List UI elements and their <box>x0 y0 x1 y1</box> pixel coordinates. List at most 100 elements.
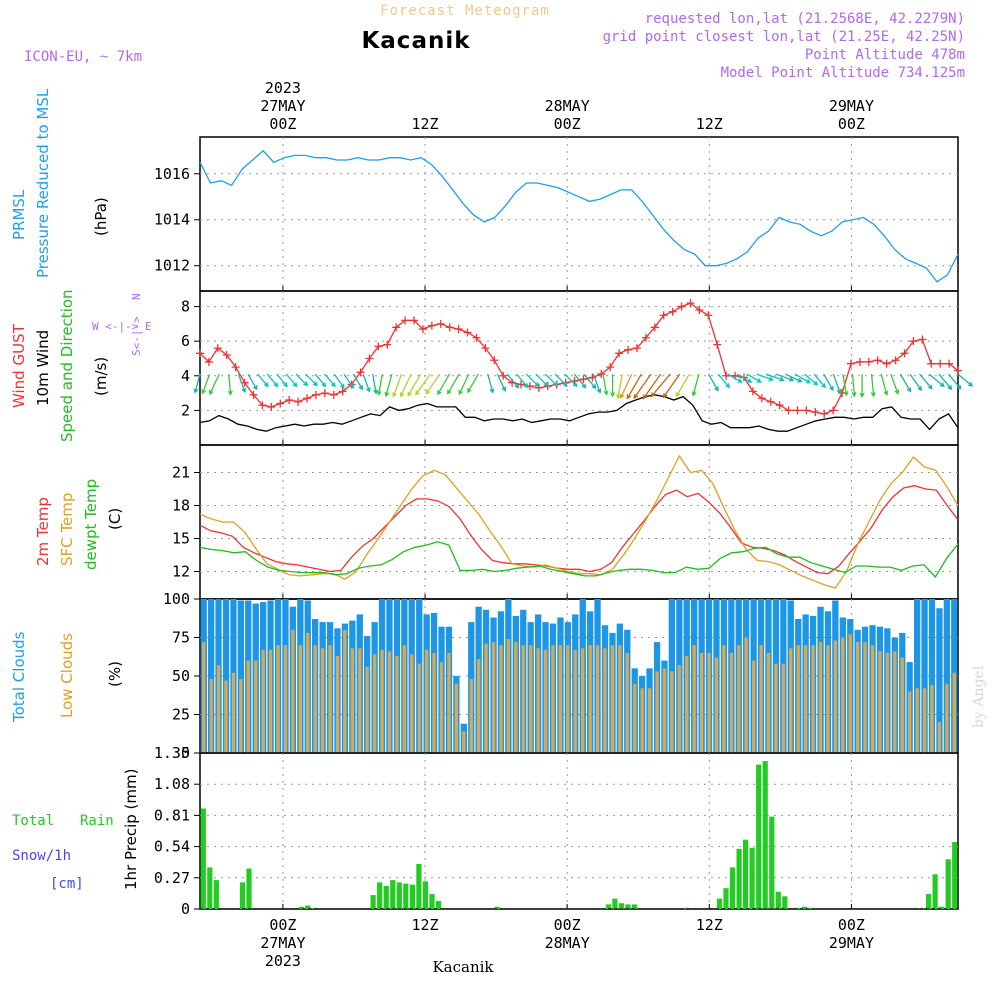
bar-total-rain <box>422 881 428 909</box>
wind-arrow <box>362 373 371 393</box>
bar-total-rain <box>769 816 775 909</box>
wind-arrow <box>447 373 460 395</box>
bar-low-clouds <box>818 642 823 753</box>
bar-low-clouds <box>291 629 295 753</box>
bar-low-clouds <box>633 683 637 753</box>
bar-low-clouds <box>588 645 592 753</box>
top-tick-time: 12Z <box>411 115 438 133</box>
bar-total-rain <box>945 859 951 909</box>
wind-arrow <box>425 373 441 395</box>
wind-arrow <box>619 373 633 400</box>
bar-low-clouds <box>410 654 414 753</box>
bar-low-clouds <box>202 642 206 753</box>
bar-low-clouds <box>298 645 302 753</box>
gust-marker <box>766 397 775 406</box>
prmsl-label: PRMSL <box>10 189 28 240</box>
gust-marker <box>900 349 909 358</box>
gust-marker <box>365 354 374 363</box>
bar-low-clouds <box>692 645 696 753</box>
top-tick-date: 27MAY <box>260 97 305 115</box>
wind-arrow <box>880 373 889 397</box>
bar-low-clouds <box>922 688 927 753</box>
gust-marker <box>811 408 820 417</box>
gust-label: Wind GUST <box>10 323 28 408</box>
bar-total-rain <box>435 900 442 909</box>
total-rain-total: Total <box>12 813 54 829</box>
gust-marker <box>641 333 650 342</box>
wind-arrow <box>616 373 623 400</box>
bar-low-clouds <box>863 642 867 753</box>
pressure-unit: (hPa) <box>92 197 110 236</box>
wind-arrow <box>333 373 345 389</box>
y-tick-label: 100 <box>163 590 190 608</box>
wind-arrow <box>506 373 520 389</box>
wind-arrow <box>859 374 865 399</box>
bar-low-clouds <box>737 645 741 753</box>
bar-total-rain <box>775 891 781 909</box>
precip-labels: Total Rain Snow/1h [cm] 1hr Precip (mm) <box>12 769 140 892</box>
gust-marker <box>615 349 624 358</box>
wind-unit: (m/s) <box>92 357 110 396</box>
bar-total-rain <box>932 874 938 909</box>
gust-marker <box>650 323 659 332</box>
bar-low-clouds <box>320 648 325 753</box>
bar-low-clouds <box>685 656 689 753</box>
gust-marker <box>882 359 891 368</box>
gust-marker <box>748 387 757 396</box>
bar-low-clouds <box>328 645 332 753</box>
bar-low-clouds <box>885 652 889 753</box>
gust-marker <box>891 356 900 365</box>
bar-low-clouds <box>930 685 934 753</box>
wind-arrow <box>909 373 923 392</box>
wind-arrow <box>823 373 834 392</box>
wind-arrow <box>201 373 211 395</box>
total-clouds-label: Total Clouds <box>10 631 28 723</box>
wind-arrow <box>650 373 671 398</box>
footer-location: Kacanik <box>432 958 494 976</box>
bottom-tick-date: 27MAY <box>260 934 305 952</box>
wind-arrow <box>626 373 642 400</box>
bar-low-clouds <box>343 629 347 753</box>
low-clouds-label: Low Clouds <box>58 633 76 718</box>
bar-low-clouds <box>640 688 644 753</box>
gust-marker <box>855 357 864 366</box>
bar-low-clouds <box>558 645 562 753</box>
wind-panel: 2 4 6 8 <box>181 290 974 446</box>
top-tick-time: 12Z <box>696 115 723 133</box>
gust-marker <box>463 328 472 337</box>
bar-low-clouds <box>915 688 919 753</box>
wind-arrow <box>675 373 690 398</box>
gust-marker <box>401 316 410 325</box>
gust-marker <box>338 387 347 396</box>
bar-low-clouds <box>566 645 570 753</box>
bar-low-clouds <box>261 649 265 753</box>
gust-marker <box>909 337 918 346</box>
bar-low-clouds <box>573 649 577 753</box>
bar-low-clouds <box>395 656 399 753</box>
bar-low-clouds <box>365 666 369 753</box>
bar-total-rain <box>377 882 383 909</box>
bar-low-clouds <box>662 668 667 753</box>
bar-low-clouds <box>826 645 830 753</box>
bar-low-clouds <box>908 691 912 753</box>
bar-total-rain <box>801 906 807 909</box>
bar-low-clouds <box>246 660 250 753</box>
bar-low-clouds <box>313 645 317 753</box>
gust-marker <box>418 325 427 334</box>
gust-marker <box>606 363 615 372</box>
bar-total-rain <box>298 906 304 909</box>
model-label: ICON-EU, ~ 7km <box>24 49 142 65</box>
wind-arrow <box>193 373 201 394</box>
bar-total-clouds <box>222 599 230 753</box>
gust-marker <box>829 406 838 415</box>
y-tick-label: 4 <box>181 367 190 385</box>
wind-arrow <box>592 373 602 394</box>
bar-total-rain <box>729 867 736 909</box>
bar-total-rain <box>605 904 611 909</box>
bar-total-rain <box>716 898 723 909</box>
gust-marker <box>222 351 231 360</box>
bar-low-clouds <box>469 679 473 753</box>
bar-total-rain <box>808 907 814 909</box>
bar-total-rain <box>782 896 788 909</box>
